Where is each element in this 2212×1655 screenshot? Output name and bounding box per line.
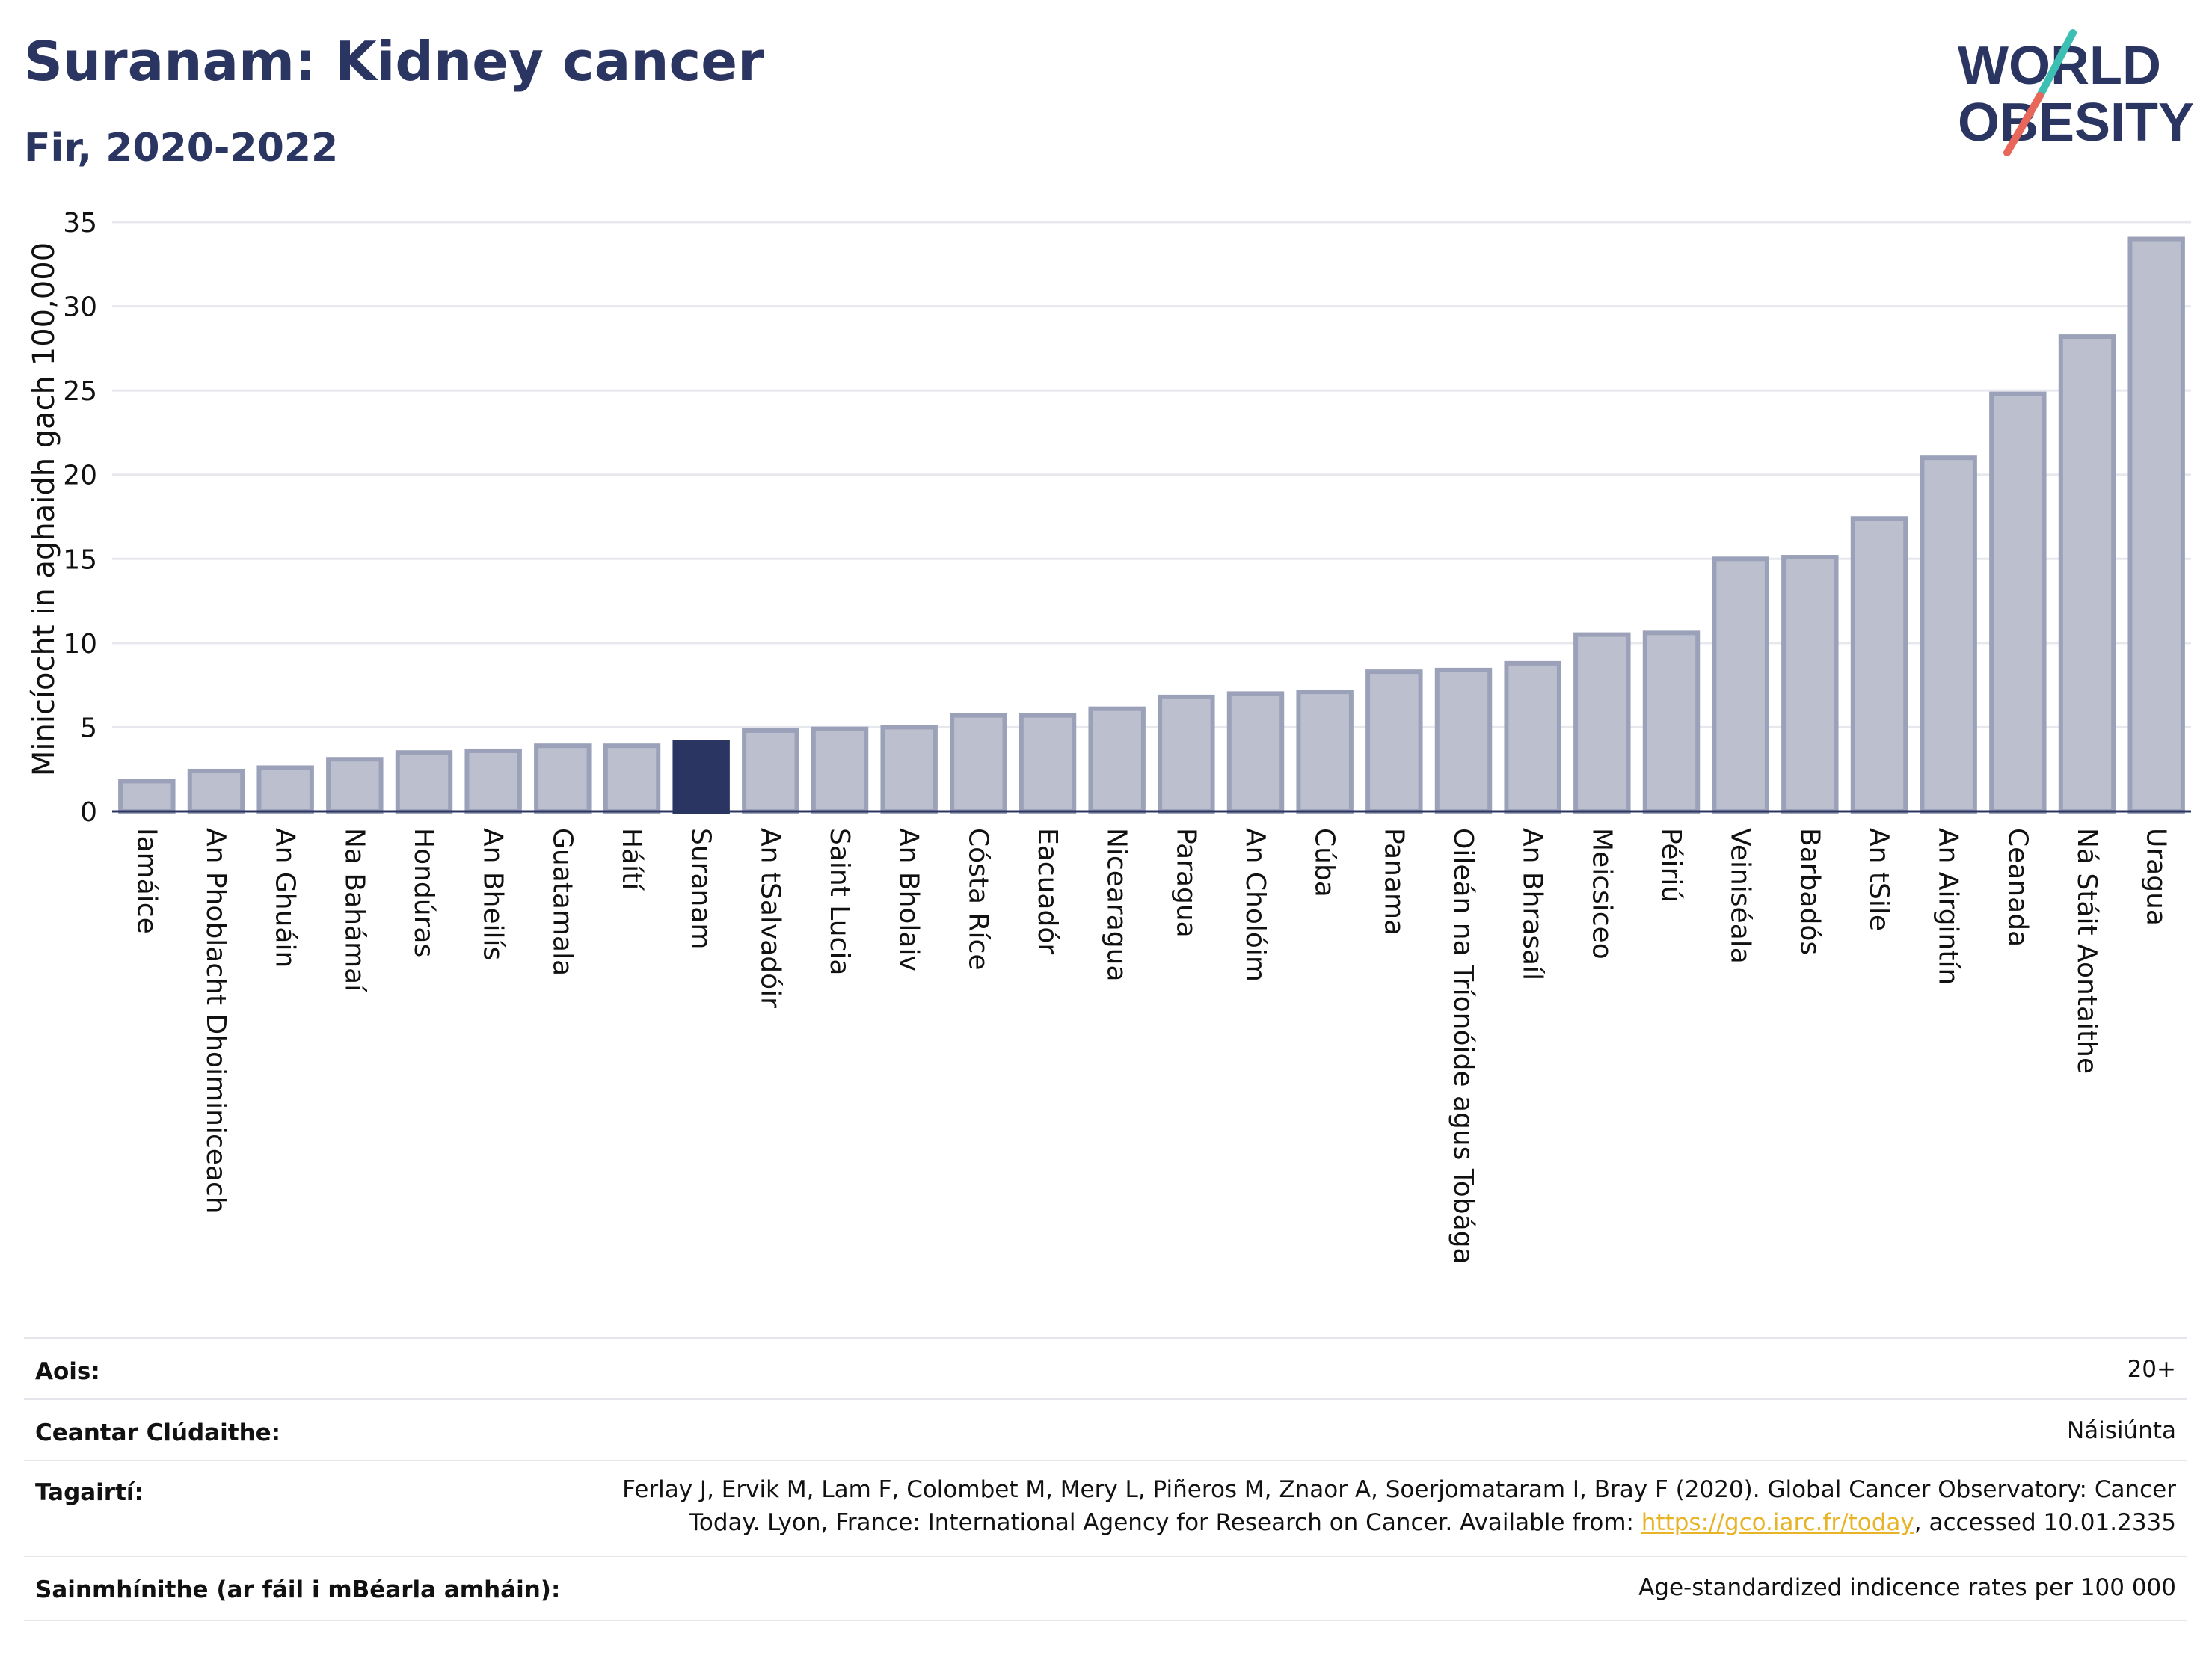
bar (1781, 555, 1839, 814)
bar (742, 728, 799, 814)
logo-slash-coral (2003, 92, 2044, 156)
bar (1504, 660, 1561, 814)
x-tick-label: An Bholaiv (894, 828, 924, 971)
x-tick-label: Cósta Ríce (962, 828, 993, 971)
x-tick-label: Barbadós (1794, 828, 1825, 955)
x-tick-label: An tSile (1864, 828, 1894, 931)
bar (1296, 690, 1354, 814)
bar (811, 726, 869, 814)
info-row-references: Tagairtí: Ferlay J, Ervik M, Lam F, Colo… (24, 1460, 2187, 1557)
x-tick-label: Péiriú (1656, 828, 1686, 903)
logo-slash-teal (2036, 29, 2077, 99)
bar (1573, 632, 1631, 814)
x-tick-label: Suranam (686, 828, 716, 949)
bar (534, 743, 592, 814)
y-tick-label: 0 (80, 797, 97, 828)
x-tick-label: Eacuadór (1032, 828, 1063, 954)
bar (1989, 391, 2047, 814)
bar (950, 713, 1007, 814)
x-tick-label: Ná Stáit Aontaithe (2071, 828, 2102, 1074)
y-tick-label: 5 (80, 713, 97, 743)
logo-text-obesity: OBESITY (1958, 93, 2194, 153)
references-line-2-text: Today. Lyon, France: International Agenc… (689, 1509, 1641, 1536)
references-line-2-suffix: , accessed 10.01.2335 (1914, 1509, 2176, 1536)
x-tick-label: An Phoblacht Dhoiminiceach (200, 828, 231, 1214)
bar (1642, 630, 1701, 814)
references-label: Tagairtí: (35, 1479, 144, 1506)
bar (2058, 334, 2116, 814)
x-tick-label: Uragua (2141, 828, 2172, 926)
bar (464, 748, 522, 814)
chart-subtitle: Fir, 2020-2022 (24, 126, 339, 171)
x-tick-label: Nicearagua (1102, 828, 1132, 982)
area-label: Ceantar Clúdaithe: (35, 1419, 281, 1446)
bar (395, 750, 453, 814)
bar (1712, 556, 1769, 814)
y-tick-label: 10 (63, 629, 97, 660)
x-tick-label: Na Bahámaí (339, 828, 369, 992)
bar (1920, 455, 1977, 814)
x-tick-label: Cúba (1309, 828, 1340, 897)
x-tick-label: Iamáice (131, 828, 162, 934)
info-row-age: Aois: 20+ (24, 1337, 2187, 1400)
x-tick-label: Panama (1378, 828, 1409, 936)
world-obesity-logo: WORLD OBESITY (1958, 29, 2194, 156)
x-tick-label: An Cholóim (1240, 828, 1271, 982)
references-value: Ferlay J, Ervik M, Lam F, Colombet M, Me… (456, 1473, 2176, 1539)
x-tick-label: Hondúras (408, 828, 439, 957)
y-axis-label: Minicíocht in aghaidh gach 100,000 (27, 242, 61, 776)
bar (326, 757, 384, 814)
bar (1365, 669, 1423, 814)
bar (1158, 694, 1215, 814)
x-tick-label: An Bhrasaíl (1517, 828, 1548, 980)
y-tick-label: 30 (63, 292, 97, 323)
x-tick-label: An Ghuáin (270, 828, 301, 968)
bar (1019, 713, 1077, 814)
x-tick-label: Oileán na Tríonóide agus Tobága (1448, 828, 1478, 1265)
bar (118, 779, 176, 814)
bar (603, 743, 661, 814)
definitions-value: Age-standardized indicence rates per 100… (1638, 1574, 2176, 1601)
x-tick-label: Ceanada (2002, 828, 2033, 947)
x-tick-label: An tSalvadóir (755, 828, 785, 1008)
y-tick-label: 25 (63, 376, 97, 407)
age-label: Aois: (35, 1358, 100, 1385)
references-line-2: Today. Lyon, France: International Agenc… (456, 1506, 2176, 1539)
x-tick-label: An Airgintín (1933, 828, 1964, 985)
definitions-label: Sainmhínithe (ar fáil i mBéarla amháin): (35, 1576, 561, 1603)
bar (1088, 706, 1146, 814)
x-tick-label: Paragua (1170, 828, 1201, 938)
area-value: Náisiúnta (2066, 1417, 2176, 1444)
age-value: 20+ (2127, 1356, 2176, 1383)
bar (1226, 691, 1285, 814)
bar (2127, 236, 2185, 814)
y-tick-label: 20 (63, 461, 97, 491)
references-line-1: Ferlay J, Ervik M, Lam F, Colombet M, Me… (622, 1476, 2176, 1503)
bar (187, 768, 245, 814)
bar (1850, 516, 1908, 814)
x-tick-label: Guatamala (547, 828, 577, 976)
y-tick-label: 15 (63, 544, 97, 575)
info-row-area: Ceantar Clúdaithe: Náisiúnta (24, 1398, 2187, 1461)
x-tick-label: An Bheilís (478, 828, 509, 960)
bar (1434, 667, 1493, 814)
x-tick-label: Saint Lucia (824, 828, 855, 975)
chart-title: Suranam: Kidney cancer (24, 30, 764, 93)
bar (880, 725, 938, 814)
reference-link[interactable]: https://gco.iarc.fr/today (1641, 1509, 1914, 1536)
x-tick-label: Háítí (616, 828, 647, 891)
x-tick-label: Veiniséala (1725, 828, 1756, 964)
bar (256, 765, 314, 814)
bar (672, 740, 730, 814)
info-row-definitions: Sainmhínithe (ar fáil i mBéarla amháin):… (24, 1556, 2187, 1621)
info-table: Aois: 20+ Ceantar Clúdaithe: Náisiúnta T… (24, 1337, 2187, 1621)
x-tick-label: Meicsiceo (1586, 828, 1617, 959)
y-tick-label: 35 (63, 208, 97, 239)
